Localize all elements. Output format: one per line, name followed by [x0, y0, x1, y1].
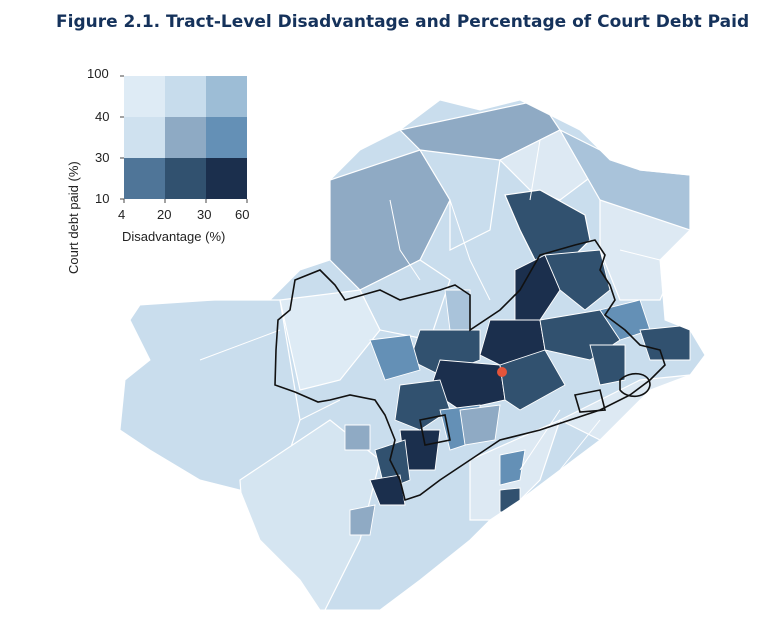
figure-title: Figure 2.1. Tract-Level Disadvantage and… — [56, 12, 750, 32]
tract — [418, 149, 501, 251]
legend-cell — [206, 76, 247, 117]
legend-cell — [124, 76, 165, 117]
legend-grid — [120, 75, 248, 203]
tract — [544, 249, 611, 311]
tract — [499, 349, 566, 411]
legend-y-tick: 100 — [87, 66, 109, 81]
legend-y-tick: 10 — [95, 191, 110, 206]
legend-cell — [165, 158, 206, 199]
tract — [499, 449, 526, 486]
legend-x-tick: 4 — [118, 207, 126, 222]
legend-x-tick: 30 — [197, 207, 212, 222]
legend-cell — [165, 76, 206, 117]
tract — [589, 344, 626, 386]
tract — [344, 424, 371, 451]
tract — [369, 334, 421, 381]
tract — [514, 254, 561, 321]
legend-y-tick: 30 — [95, 150, 110, 165]
tract — [279, 289, 381, 391]
legend-x-axis-label: Disadvantage (%) — [122, 229, 226, 244]
bivariate-legend: Court debt paid (%) 100 40 30 10 4 20 30… — [60, 64, 270, 274]
legend-x-tick: 60 — [235, 207, 250, 222]
legend-cell — [206, 158, 247, 199]
legend-cell — [124, 117, 165, 158]
tract — [369, 474, 406, 506]
legend-cell — [124, 158, 165, 199]
tract — [459, 404, 501, 446]
tract — [639, 324, 691, 361]
legend-cell — [206, 117, 247, 158]
legend-y-axis-label: Court debt paid (%) — [66, 161, 81, 274]
legend-y-tick: 40 — [95, 109, 110, 124]
tract — [349, 504, 376, 536]
city-boundary — [274, 239, 666, 502]
legend-cell — [165, 117, 206, 158]
tract — [499, 487, 521, 513]
legend-x-tick: 20 — [157, 207, 172, 222]
city-center-marker — [497, 367, 507, 377]
